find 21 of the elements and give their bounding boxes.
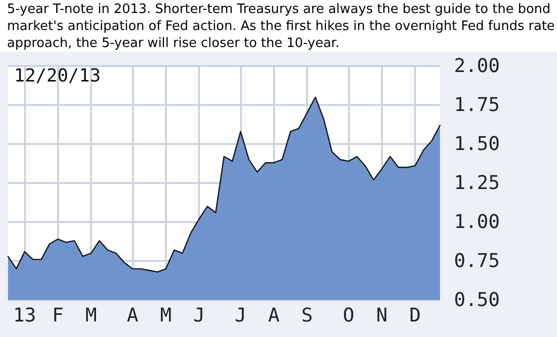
y-tick-label: 1.00 [454,211,500,233]
x-tick-label: F [52,304,64,326]
x-tick-label: J [234,304,246,326]
y-tick-label: 0.50 [454,289,500,311]
x-tick-label: M [85,304,97,326]
annotation: 12/20/13 [14,66,101,86]
x-tick-label: A [126,304,139,326]
y-tick-label: 2.00 [454,55,500,77]
y-tick-label: 1.75 [454,94,500,116]
x-tick-label: M [160,304,172,326]
chart-title: 5-year T-note in 2013. Shorter-tem Treasurys are always the best guide to the bond market's anticipation of Fed action. As the first hikes in the overnight Fed funds rate approach, the 5-year will rise closer to the 10-year. [7,1,555,52]
x-tick-label: N [376,304,388,326]
x-tick-label: O [342,304,354,326]
x-tick-label: A [268,304,280,326]
x-tick-label: J [193,304,205,326]
x-tick-label: D [409,304,421,326]
y-tick-label: 1.50 [454,133,500,155]
y-tick-label: 1.25 [454,172,500,194]
x-tick-label: 13 [13,304,36,326]
y-tick-label: 0.75 [454,250,500,272]
x-tick-label: S [301,304,313,326]
